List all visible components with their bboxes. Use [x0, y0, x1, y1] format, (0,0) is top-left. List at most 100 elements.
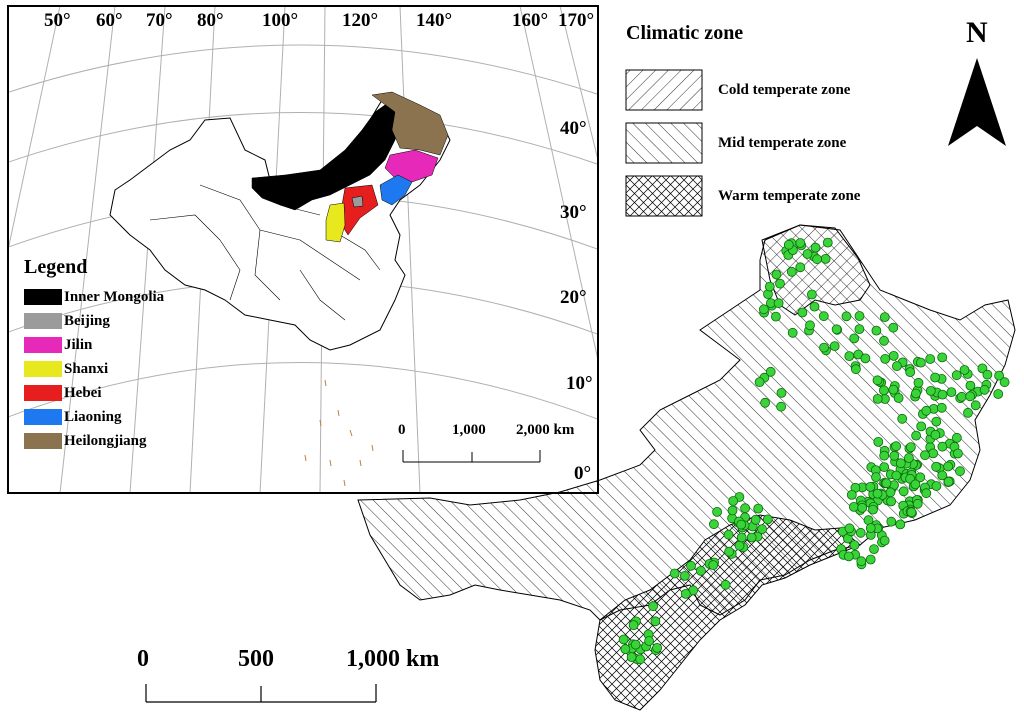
inset-scale-label: 1,000	[452, 422, 486, 438]
sampling-point	[906, 442, 916, 453]
legend-item: Heilongjiang	[24, 429, 164, 453]
sampling-point	[728, 496, 739, 506]
legend-item: Liaoning	[24, 405, 164, 429]
sampling-point	[857, 482, 868, 493]
sampling-point	[849, 540, 860, 550]
sampling-point	[836, 544, 846, 554]
sampling-point	[879, 535, 890, 546]
sampling-point	[934, 428, 945, 439]
sampling-point	[788, 245, 798, 256]
sampling-point	[877, 537, 887, 548]
sampling-point	[963, 407, 973, 418]
mid-zone-swatch	[625, 122, 703, 164]
sampling-point	[904, 364, 915, 374]
sampling-point	[955, 466, 965, 477]
sampling-point	[628, 620, 639, 630]
sampling-point	[759, 304, 769, 315]
sampling-point	[907, 508, 917, 519]
sampling-point	[759, 372, 770, 383]
sampling-point	[943, 477, 954, 488]
legend-title: Legend	[24, 256, 88, 278]
sampling-point	[764, 281, 775, 292]
sampling-point	[853, 349, 864, 360]
sampling-point	[757, 524, 767, 534]
sampling-point	[752, 531, 763, 542]
sampling-point	[849, 501, 859, 512]
legend-swatch	[24, 385, 62, 401]
sampling-point	[680, 571, 690, 581]
sampling-point	[829, 341, 840, 352]
sampling-point	[967, 390, 977, 400]
sampling-point	[763, 289, 773, 300]
sampling-point	[871, 520, 882, 530]
sampling-point	[910, 475, 920, 486]
sampling-point	[865, 481, 876, 492]
sampling-point	[796, 240, 807, 251]
sampling-point	[723, 529, 734, 540]
sampling-point	[886, 496, 896, 507]
sampling-point	[951, 370, 962, 381]
sampling-point	[641, 641, 651, 652]
sampling-point	[897, 357, 908, 368]
sampling-point	[926, 479, 937, 490]
sampling-point	[812, 254, 822, 265]
sampling-point	[643, 629, 654, 640]
sampling-point	[795, 262, 806, 273]
sampling-point	[879, 477, 889, 488]
sampling-point	[918, 409, 928, 419]
sampling-point	[898, 500, 909, 511]
sampling-point	[786, 238, 797, 249]
zone-label: Warm temperate zone	[718, 188, 861, 204]
sampling-point	[888, 322, 899, 333]
sampling-point	[709, 519, 719, 530]
sampling-point	[920, 450, 930, 461]
sampling-point	[888, 350, 899, 361]
sampling-point	[891, 441, 901, 452]
sampling-point	[727, 505, 738, 516]
cold-temperate-region	[761, 224, 871, 316]
sampling-point	[903, 503, 914, 514]
sampling-point	[912, 356, 923, 367]
sampling-point	[977, 363, 988, 374]
sampling-point	[865, 498, 876, 509]
sampling-point	[635, 654, 646, 665]
sampling-point	[956, 391, 967, 402]
sampling-point	[898, 508, 909, 519]
legend-item: Jilin	[24, 333, 164, 357]
sampling-point	[863, 515, 874, 526]
sampling-point	[916, 357, 926, 368]
sampling-point	[928, 403, 939, 414]
sampling-point	[937, 470, 948, 481]
sampling-point	[925, 385, 936, 396]
lat-label: 0°	[574, 463, 592, 484]
sampling-point	[850, 549, 860, 560]
sampling-point	[776, 401, 786, 412]
sampling-point	[890, 456, 900, 467]
sampling-point	[982, 369, 993, 380]
sampling-point	[686, 560, 696, 571]
sampling-point	[807, 289, 817, 300]
sampling-point	[851, 364, 861, 375]
sampling-point	[759, 307, 769, 318]
sampling-point	[856, 559, 867, 570]
sampling-point	[809, 251, 820, 262]
sampling-point	[872, 393, 883, 404]
sampling-point	[994, 370, 1004, 381]
sampling-point	[904, 453, 914, 463]
inner-mongolia-region	[251, 99, 399, 211]
sampling-point	[930, 372, 940, 383]
sampling-point	[921, 488, 932, 499]
sampling-point	[911, 388, 921, 399]
lat-label: 40°	[560, 118, 587, 139]
inset-scale-bar	[402, 450, 541, 463]
sampling-point	[734, 516, 744, 527]
sampling-point	[865, 523, 876, 533]
sampling-point	[771, 311, 781, 322]
legend-swatch	[24, 409, 62, 425]
sampling-point	[783, 250, 794, 260]
inset-scale-label: 2,000 km	[516, 422, 575, 438]
sampling-point	[781, 245, 792, 256]
sampling-point	[888, 384, 899, 395]
sampling-point	[854, 311, 865, 321]
sampling-point	[931, 481, 942, 491]
